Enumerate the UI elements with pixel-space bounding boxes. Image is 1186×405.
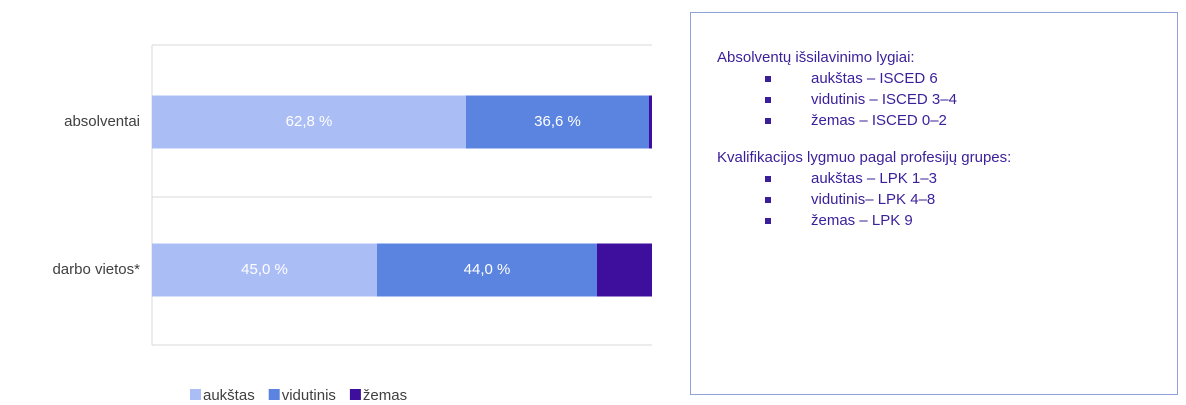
bar-segment — [649, 95, 652, 149]
bar-segment — [466, 95, 649, 149]
info-item: žemas – ISCED 0–2 — [765, 112, 1177, 129]
info-group: Kvalifikacijos lygmuo pagal profesijų gr… — [717, 149, 1177, 229]
info-item: žemas – LPK 9 — [765, 212, 1177, 229]
chart: absolventai 62,8 % 36,6 % darbo vietos* 45,0… — [52, 44, 652, 404]
info-item: vidutinis– LPK 4–8 — [765, 191, 1177, 208]
category-label: darbo vietos* — [52, 261, 140, 278]
legend-label: aukštas — [203, 387, 255, 404]
info-heading: Absolventų išsilavinimo lygiai: — [717, 49, 915, 66]
info-heading: Kvalifikacijos lygmuo pagal profesijų gr… — [717, 149, 1012, 166]
legend-label: žemas — [363, 387, 407, 404]
info-box: Absolventų išsilavinimo lygiai: aukštas –… — [690, 12, 1178, 395]
info-item: aukštas – LPK 1–3 — [765, 170, 1177, 187]
bar-segment — [152, 243, 377, 297]
info-item: aukštas – ISCED 6 — [765, 70, 1177, 87]
legend-swatch — [268, 389, 280, 400]
bar-segment — [597, 243, 652, 297]
bar-segment — [152, 95, 466, 149]
value-label: 36,6 % — [534, 113, 581, 130]
legend-swatch — [349, 389, 361, 400]
value-label: 45,0 % — [241, 261, 288, 278]
info-item: vidutinis – ISCED 3–4 — [765, 91, 1177, 108]
category-label: absolventai — [64, 113, 140, 130]
value-label: 62,8 % — [286, 113, 333, 130]
legend-swatch — [190, 389, 201, 400]
legend-label: vidutinis — [282, 387, 336, 404]
value-label: 44,0 % — [464, 261, 511, 278]
bar-segment — [377, 243, 597, 297]
info-group: Absolventų išsilavinimo lygiai: aukštas –… — [717, 49, 1177, 129]
